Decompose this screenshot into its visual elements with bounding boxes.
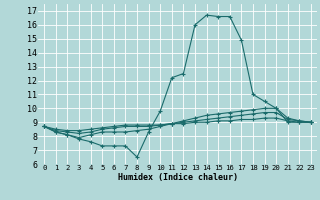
X-axis label: Humidex (Indice chaleur): Humidex (Indice chaleur) xyxy=(118,173,238,182)
